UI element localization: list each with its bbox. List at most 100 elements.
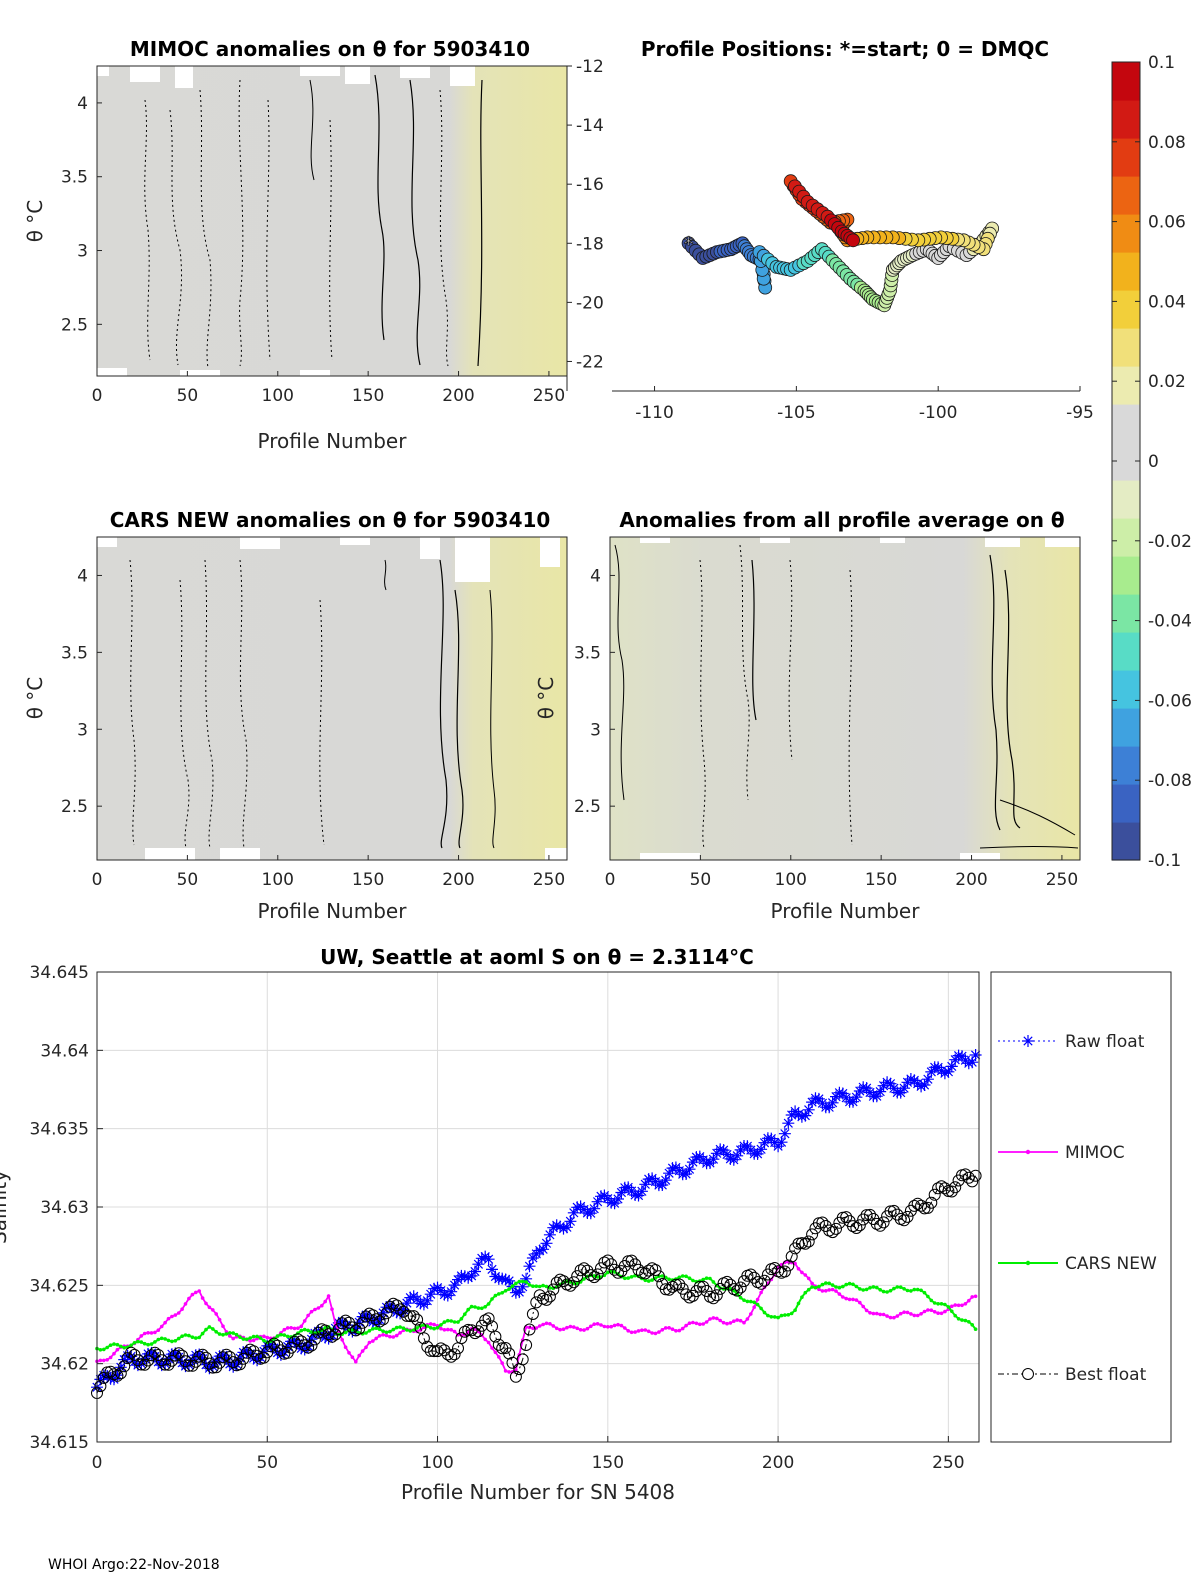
series-point: [783, 1313, 787, 1317]
raw-float-marker: [782, 1117, 795, 1130]
series-point: [599, 1323, 603, 1327]
raw-float-marker: [537, 1243, 550, 1256]
best-float-marker: [591, 1268, 604, 1281]
raw-float-marker: [445, 1285, 458, 1298]
series-point: [544, 1284, 549, 1289]
panel1-title: MIMOC anomalies on θ for 5903410: [130, 37, 530, 61]
best-float-marker: [898, 1214, 911, 1227]
x-tick-label: 250: [1046, 870, 1078, 890]
series-point: [374, 1336, 379, 1341]
best-float-marker: [452, 1342, 464, 1355]
panel3-ylabel: θ °C: [23, 677, 47, 720]
series-point: [960, 1318, 964, 1322]
best-float-marker: [830, 1222, 842, 1235]
raw-float-marker: [717, 1144, 730, 1157]
x-tick-label: 0: [92, 1453, 103, 1473]
raw-float-marker: [588, 1202, 601, 1215]
series-point: [102, 1347, 106, 1352]
series-point: [677, 1275, 682, 1280]
series-point: [701, 1322, 705, 1326]
series-point: [803, 1273, 808, 1277]
series-point: [854, 1284, 859, 1289]
colorbar-tick-label: 0: [1148, 452, 1159, 472]
series-point: [967, 1298, 971, 1303]
colorbar-segment: [1112, 480, 1140, 519]
panel4-xlabel: Profile Number: [771, 899, 921, 923]
series-point: [360, 1332, 365, 1336]
series-point: [800, 1295, 804, 1299]
colorbar-segment: [1112, 138, 1140, 177]
series-point: [391, 1327, 396, 1332]
series-point: [735, 1318, 739, 1322]
series-point: [779, 1313, 784, 1318]
colorbar-segment: [1112, 632, 1140, 671]
best-float-marker: [421, 1340, 434, 1353]
best-float-marker: [540, 1293, 553, 1306]
series-point: [861, 1288, 865, 1292]
raw-float-marker: [707, 1153, 720, 1166]
best-float-marker: [377, 1313, 390, 1326]
legend-label: MIMOC: [1065, 1143, 1125, 1163]
legend-box: [990, 971, 1172, 1443]
series-point: [732, 1319, 736, 1323]
raw-float-marker: [125, 1350, 138, 1363]
raw-float-marker: [656, 1179, 669, 1191]
raw-float-marker: [271, 1346, 284, 1359]
series-point: [953, 1313, 957, 1318]
raw-float-marker: [595, 1190, 607, 1203]
series-point: [112, 1342, 116, 1346]
series-point: [660, 1328, 665, 1332]
best-float-marker: [353, 1322, 366, 1335]
series-point: [691, 1278, 695, 1283]
series-point: [892, 1286, 896, 1291]
raw-float-marker: [884, 1077, 897, 1090]
series-point: [861, 1304, 865, 1309]
best-float-marker: [755, 1277, 768, 1290]
colorbar-segment: [1112, 594, 1140, 633]
series-point: [197, 1335, 201, 1340]
best-float-marker: [826, 1226, 839, 1239]
chart-xlabel: Profile Number for SN 5408: [401, 1480, 675, 1504]
series-point: [950, 1304, 954, 1309]
series-point: [646, 1279, 651, 1283]
series-point: [929, 1308, 934, 1312]
series-point: [279, 1332, 283, 1337]
legend-label: CARS NEW: [1065, 1254, 1157, 1274]
best-float-marker: [346, 1321, 359, 1334]
series-point: [265, 1335, 270, 1340]
series-point: [377, 1327, 382, 1332]
raw-float-marker: [969, 1049, 982, 1061]
series-point: [919, 1288, 923, 1293]
series-point: [752, 1300, 756, 1305]
series-point: [960, 1303, 964, 1308]
series-point: [704, 1320, 709, 1324]
track-start-marker: *: [684, 232, 694, 256]
series-point: [156, 1328, 161, 1332]
series-point: [285, 1334, 290, 1339]
series-point: [340, 1338, 345, 1342]
series-point: [708, 1317, 712, 1321]
series-point: [139, 1334, 144, 1338]
raw-float-marker: [554, 1220, 567, 1233]
best-float-marker: [445, 1350, 458, 1363]
x-tick-label: -105: [777, 403, 816, 423]
series-point: [510, 1284, 515, 1288]
colorbar-tick-label: 0.08: [1148, 133, 1186, 153]
raw-float-marker: [870, 1090, 883, 1103]
raw-float-marker: [121, 1349, 134, 1362]
series-point: [905, 1288, 910, 1293]
profile-position-marker: [846, 233, 860, 248]
series-point: [687, 1276, 692, 1280]
series-point: [173, 1313, 178, 1317]
series-point: [922, 1309, 927, 1314]
raw-float-marker: [165, 1348, 178, 1361]
best-float-marker: [598, 1256, 611, 1269]
series-point: [306, 1313, 310, 1318]
series-point: [950, 1309, 954, 1314]
y-tick-label: -12: [576, 57, 604, 77]
best-float-marker: [884, 1205, 897, 1218]
series-point: [626, 1329, 630, 1333]
series-point: [166, 1316, 171, 1321]
series-point: [548, 1286, 552, 1290]
series-point: [343, 1345, 348, 1349]
